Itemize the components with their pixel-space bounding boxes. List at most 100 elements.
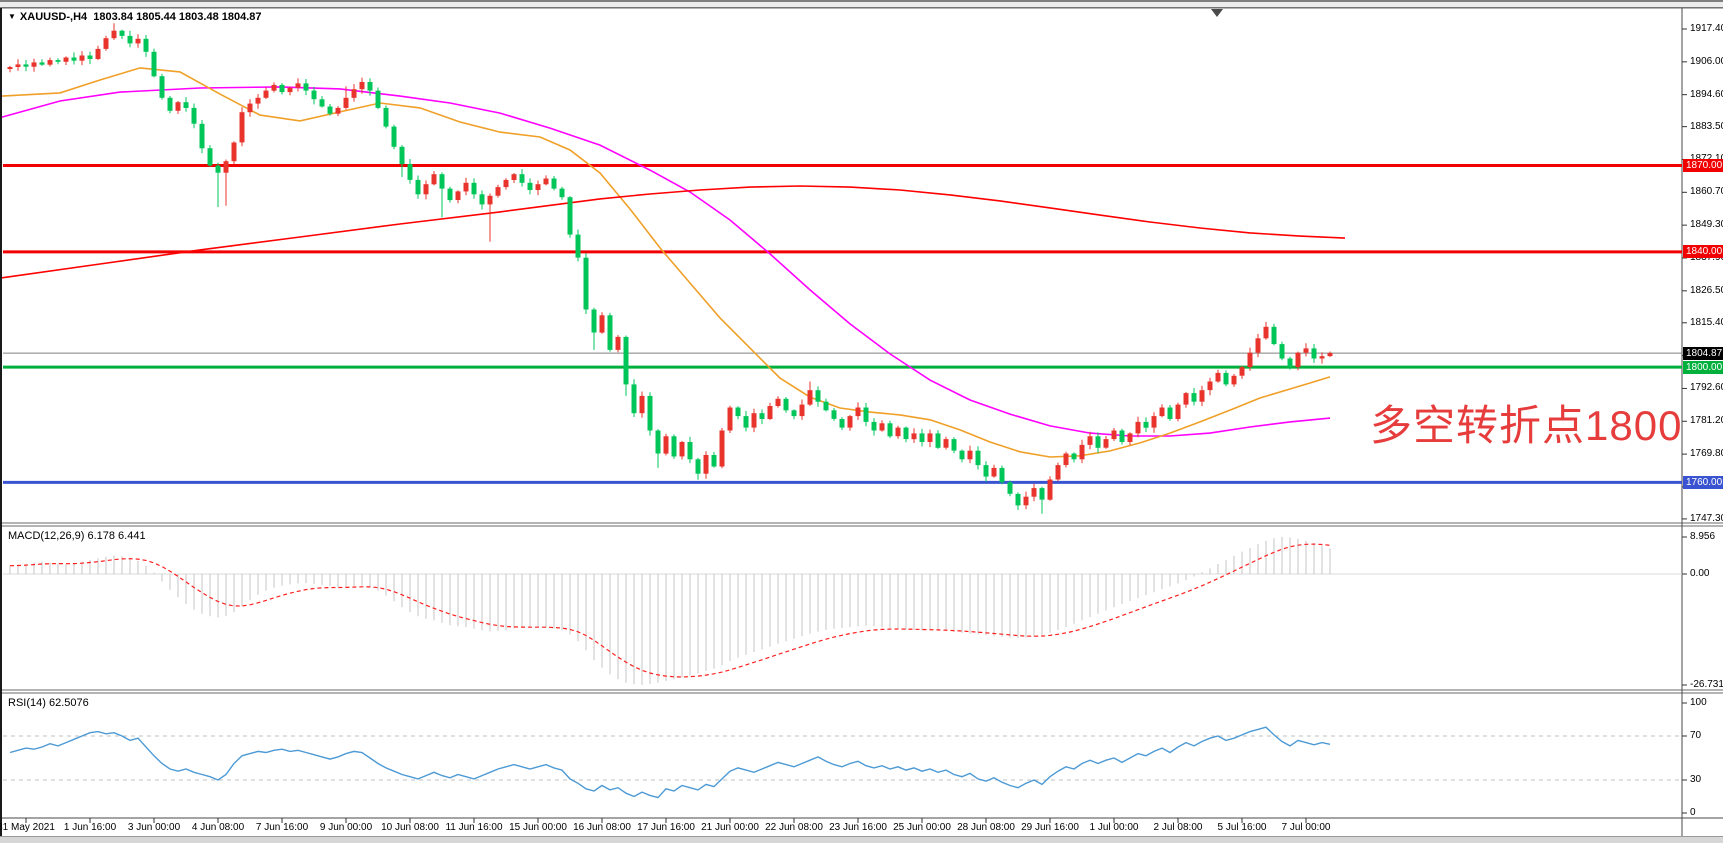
time-tick-label: 2 Jul 08:00 bbox=[1153, 822, 1203, 833]
rsi-tick-label: 100 bbox=[1690, 697, 1707, 708]
price-tick-label: 1849.30 bbox=[1690, 219, 1723, 231]
candle-body bbox=[999, 467, 1005, 483]
candle-body bbox=[351, 89, 357, 98]
symbol-dropdown-icon[interactable]: ▼ bbox=[8, 12, 16, 21]
candle-body bbox=[783, 398, 789, 411]
price-badge-1760.00: 1760.00 bbox=[1683, 475, 1723, 489]
chart-text-annotation[interactable]: 多空转折点1800 bbox=[1370, 402, 1683, 449]
candle-body bbox=[263, 90, 269, 98]
time-tick-label: 1 Jun 16:00 bbox=[63, 822, 117, 833]
candle-body bbox=[631, 384, 637, 414]
candle-body bbox=[927, 433, 933, 442]
time-tick-label: 10 Jun 08:00 bbox=[381, 822, 439, 833]
window-bottom-edge bbox=[0, 836, 1723, 843]
candle-body bbox=[1103, 439, 1109, 448]
candle-body bbox=[367, 82, 373, 91]
candle-body bbox=[1143, 421, 1149, 428]
rsi-line bbox=[9, 726, 1331, 799]
candle-body bbox=[295, 83, 301, 88]
time-tick-label: 29 Jun 16:00 bbox=[1021, 822, 1079, 833]
candle-body bbox=[1287, 358, 1293, 368]
candle-body bbox=[887, 423, 893, 437]
time-tick-label: 15 Jun 00:00 bbox=[509, 822, 567, 833]
candle-body bbox=[1151, 416, 1157, 428]
candle-body bbox=[1135, 421, 1141, 434]
candle-body bbox=[671, 436, 677, 457]
candle-body bbox=[919, 433, 925, 442]
time-tick-label: 16 Jun 08:00 bbox=[573, 822, 631, 833]
candle-body bbox=[535, 184, 541, 190]
candle-body bbox=[119, 30, 125, 36]
candle-body bbox=[319, 99, 325, 107]
price-badge-1800.00: 1800.00 bbox=[1683, 360, 1723, 374]
candle-body bbox=[1119, 430, 1125, 442]
candle-body bbox=[159, 76, 165, 98]
candle-body bbox=[719, 430, 725, 467]
candle-body bbox=[847, 416, 853, 428]
candle-body bbox=[255, 97, 261, 104]
candle-body bbox=[471, 182, 477, 195]
candle-body bbox=[1071, 453, 1077, 460]
candle-body bbox=[695, 459, 701, 474]
candles[interactable] bbox=[7, 23, 1333, 514]
ma-mid-magenta[interactable] bbox=[1, 86, 1331, 437]
ma-fast-orange[interactable] bbox=[1, 67, 1331, 458]
candle-body bbox=[855, 407, 861, 417]
price-tick-label: 1883.50 bbox=[1690, 120, 1723, 132]
rsi-tick-label: 0 bbox=[1690, 807, 1696, 818]
candle-body bbox=[967, 450, 973, 460]
candle-body bbox=[271, 84, 277, 91]
time-tick-label: 31 May 2021 bbox=[0, 822, 55, 833]
candle-body bbox=[391, 126, 397, 147]
candle-body bbox=[831, 410, 837, 419]
candle-body bbox=[711, 455, 717, 467]
candle-body bbox=[1007, 482, 1013, 494]
candle-body bbox=[751, 413, 757, 428]
rsi-tick-label: 30 bbox=[1690, 774, 1702, 785]
price-tick-label: 1769.80 bbox=[1690, 448, 1723, 460]
time-tick-label: 3 Jun 00:00 bbox=[127, 822, 181, 833]
candle-body bbox=[111, 30, 117, 39]
candle-body bbox=[543, 178, 549, 185]
candle-body bbox=[687, 442, 693, 460]
candle-body bbox=[1223, 372, 1229, 385]
candle-body bbox=[247, 103, 253, 113]
candle-body bbox=[511, 174, 517, 180]
candle-body bbox=[79, 55, 85, 61]
candle-body bbox=[1175, 404, 1181, 419]
candle-body bbox=[207, 148, 213, 166]
candle-body bbox=[175, 102, 181, 111]
price-tick-label: 1781.20 bbox=[1690, 415, 1723, 427]
candle-body bbox=[1207, 381, 1213, 391]
ma-slow-red[interactable] bbox=[1, 185, 1346, 279]
candle-body bbox=[327, 106, 333, 114]
candle-body bbox=[1247, 352, 1253, 368]
candle-body bbox=[335, 107, 341, 114]
candle-body bbox=[303, 83, 309, 91]
candle-body bbox=[727, 407, 733, 431]
price-badge-1804.87: 1804.87 bbox=[1683, 346, 1723, 360]
candle-body bbox=[127, 35, 133, 44]
candle-body bbox=[1255, 338, 1261, 353]
price-badge-1870.00: 1870.00 bbox=[1683, 159, 1723, 173]
candle-body bbox=[815, 390, 821, 402]
candle-body bbox=[935, 433, 941, 448]
candle-body bbox=[1231, 375, 1237, 385]
candle-body bbox=[143, 38, 149, 52]
candle-body bbox=[775, 398, 781, 406]
candle-body bbox=[31, 62, 37, 67]
candle-body bbox=[239, 112, 245, 143]
candle-body bbox=[623, 336, 629, 385]
chart-shift-marker-icon[interactable] bbox=[1211, 9, 1223, 17]
symbol-timeframe: XAUUSD-,H4 bbox=[19, 11, 88, 23]
macd-histogram bbox=[9, 536, 1331, 685]
candle-body bbox=[567, 197, 573, 235]
candle-body bbox=[583, 257, 589, 310]
rsi-tick-label: 70 bbox=[1690, 730, 1702, 741]
candle-body bbox=[1055, 465, 1061, 480]
time-tick-label: 7 Jun 16:00 bbox=[255, 822, 309, 833]
candle-body bbox=[447, 188, 453, 201]
candle-body bbox=[735, 407, 741, 417]
